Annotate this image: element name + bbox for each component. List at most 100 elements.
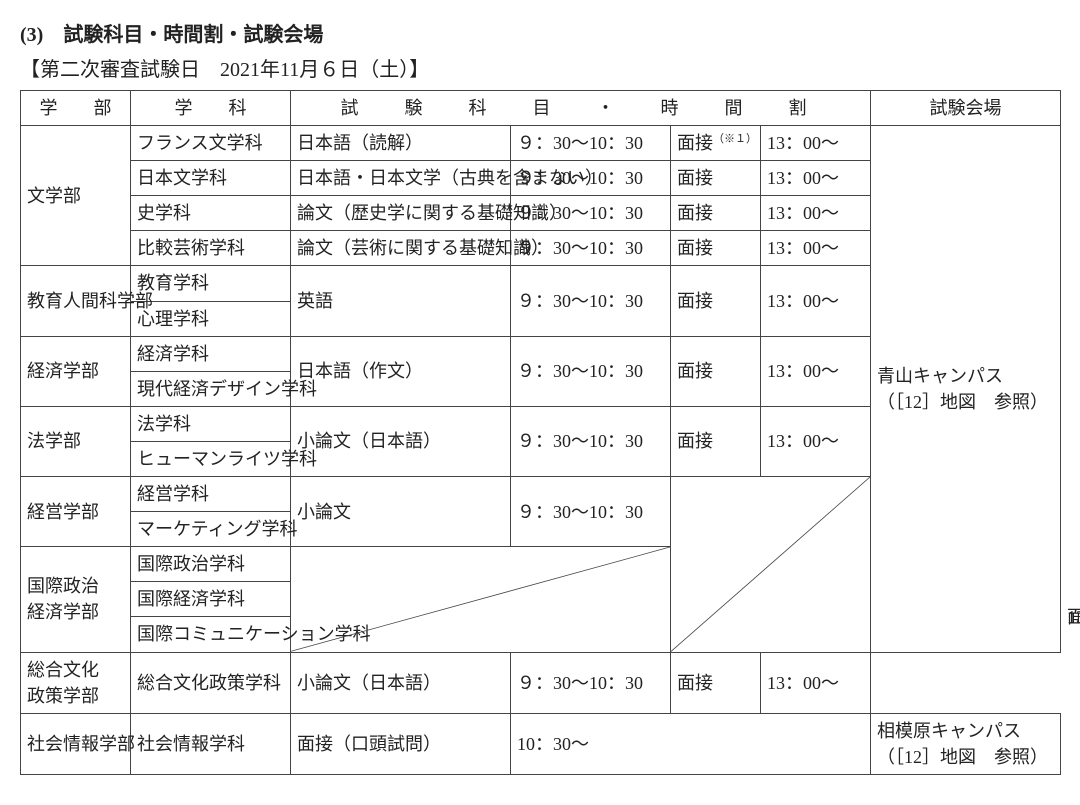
faculty-shakai: 社会情報学部 [21,713,131,774]
time-label: 13：00～ [767,133,839,153]
dept-kokuseiji: 国際政治学科 [131,547,291,582]
dept-label: 日本文学科 [137,168,227,188]
dept-gendai: 現代経済デザイン学科 [131,371,291,406]
venue-sagamihara: 相模原キャンパス （［12］地図 参照） [871,713,1061,774]
interview-time-cell: 13：00～ [761,266,871,336]
interview-cell: 面接（※１） [671,126,761,161]
diagonal-line-icon [671,477,870,651]
dept-nihon: 日本文学科 [131,161,291,196]
faculty-keizai: 経済学部 [21,336,131,406]
hdr-faculty: 学 部 [21,91,131,126]
dept-label: 史学科 [137,203,191,223]
interview-cell: 面接 [671,406,761,476]
time-cell: ９：30～10：30 [511,336,671,406]
dept-label: 心理学科 [137,309,209,329]
diagonal-cell [291,547,671,652]
interview-time-cell: 13：00～ [761,196,871,231]
faculty-sougou: 総合文化政策学部 [21,652,131,713]
table-row: 総合文化政策学部 総合文化政策学科 小論文（日本語） ９：30～10：30 面接… [21,652,1061,713]
subject-label: 論文（歴史学に関する基礎知識） [297,203,567,223]
interview-label: 面接 [677,133,713,153]
subject-label: 論文（芸術に関する基礎知識） [297,238,549,258]
subject-cell: 日本語（読解） [291,126,511,161]
subject-cell: 英語 [291,266,511,336]
dept-label: 経営学科 [137,484,209,504]
dept-label: 経済学科 [137,344,209,364]
subject-label: 日本語（読解） [297,133,423,153]
dept-label: 教育学科 [137,273,209,293]
interview-cell: 面接 [671,652,761,713]
time-label: 13：00～ [767,673,839,693]
time-label: 13：00～ [1067,607,1080,627]
dept-label: 比較芸術学科 [137,238,245,258]
venue-line1: 青山キャンパス [877,366,1003,386]
time-label: 13：00～ [767,168,839,188]
dept-hougaku: 法学科 [131,406,291,441]
subject-label: 小論文（日本語） [297,431,441,451]
dept-french: フランス文学科 [131,126,291,161]
hdr-dept-label: 学 科 [175,98,247,118]
subject-cell: 小論文（日本語） [291,652,511,713]
time-label: 13：00～ [767,238,839,258]
dept-kyoiku: 教育学科 [131,266,291,301]
dept-label: 社会情報学科 [137,734,245,754]
subject-cell: 小論文（日本語） [291,406,511,476]
time-label: 13：00～ [767,203,839,223]
hdr-venue: 試験会場 [871,91,1061,126]
hdr-subject-time: 試 験 科 目 ・ 時 間 割 [291,91,871,126]
faculty-kokusei: 国際政治経済学部 [21,547,131,652]
subject-label: 英語 [297,291,333,311]
faculty-keiei: 経営学部 [21,477,131,547]
time-label: 10：30～ [517,734,589,754]
time-cell: ９：30～10：30 [511,406,671,476]
venue-line2: （［12］地図 参照） [877,392,1048,412]
dept-kokucomm: 国際コミュニケーション学科 [131,617,291,652]
time-cell: 10：30～ [511,713,871,774]
subject-cell: 日本語（作文） [291,336,511,406]
time-label: ９：30～10：30 [517,431,643,451]
interview-time-cell: 13：00～ [761,336,871,406]
faculty-label: 国際政治経済学部 [27,576,99,622]
time-label: 13：00～ [767,431,839,451]
table-header-row: 学 部 学 科 試 験 科 目 ・ 時 間 割 試験会場 [21,91,1061,126]
section-heading: (3) 試験科目・時間割・試験会場 [20,18,1060,47]
interview-time-cell: 13：00～ [761,406,871,476]
faculty-bungaku: 文学部 [21,126,131,266]
subject-cell: 日本語・日本文学（古典を含まない） [291,161,511,196]
interview-time-cell: 13：00～ [761,161,871,196]
venue-line2: （［12］地図 参照） [877,747,1048,767]
time-label: ９：30～10：30 [517,361,643,381]
table-row: 社会情報学部 社会情報学科 面接（口頭試問） 10：30～ 相模原キャンパス （… [21,713,1061,774]
hdr-dept: 学 科 [131,91,291,126]
time-cell: ９：30～10：30 [511,126,671,161]
time-label: ９：30～10：30 [517,673,643,693]
dept-human: ヒューマンライツ学科 [131,441,291,476]
dept-kokukeizai: 国際経済学科 [131,582,291,617]
subject-cell: 論文（芸術に関する基礎知識） [291,231,511,266]
faculty-kyoiku: 教育人間科学部 [21,266,131,336]
faculty-label: 法学部 [27,431,81,451]
subject-label: 小論文（日本語） [297,673,441,693]
interview-label: 面接 [677,238,713,258]
hdr-venue-label: 試験会場 [930,98,1002,118]
dept-marketing: マーケティング学科 [131,512,291,547]
subject-cell: 面接（口頭試問） [291,713,511,774]
interview-label: 面接 [677,673,713,693]
hdr-subject-time-label: 試 験 科 目 ・ 時 間 割 [341,98,821,118]
dept-label: 国際経済学科 [137,589,245,609]
subject-cell: 論文（歴史学に関する基礎知識） [291,196,511,231]
subject-label: 日本語・日本文学（古典を含まない） [297,168,603,188]
interview-cell: 面接 [671,196,761,231]
time-cell: ９：30～10：30 [511,652,671,713]
venue-aoyama: 青山キャンパス （［12］地図 参照） [871,126,1061,652]
interview-note: （※１） [713,133,757,145]
subject-label: 小論文 [297,502,351,522]
table-row: 文学部 フランス文学科 日本語（読解） ９：30～10：30 面接（※１） 13… [21,126,1061,161]
interview-cell: 面接 [671,336,761,406]
interview-cell: 面接 [671,266,761,336]
faculty-label: 教育人間科学部 [27,291,153,311]
interview-time-cell: 13：00～ [761,126,871,161]
subject-label: 面接（口頭試問） [297,734,441,754]
faculty-label: 社会情報学部 [27,734,135,754]
dept-shinri: 心理学科 [131,301,291,336]
